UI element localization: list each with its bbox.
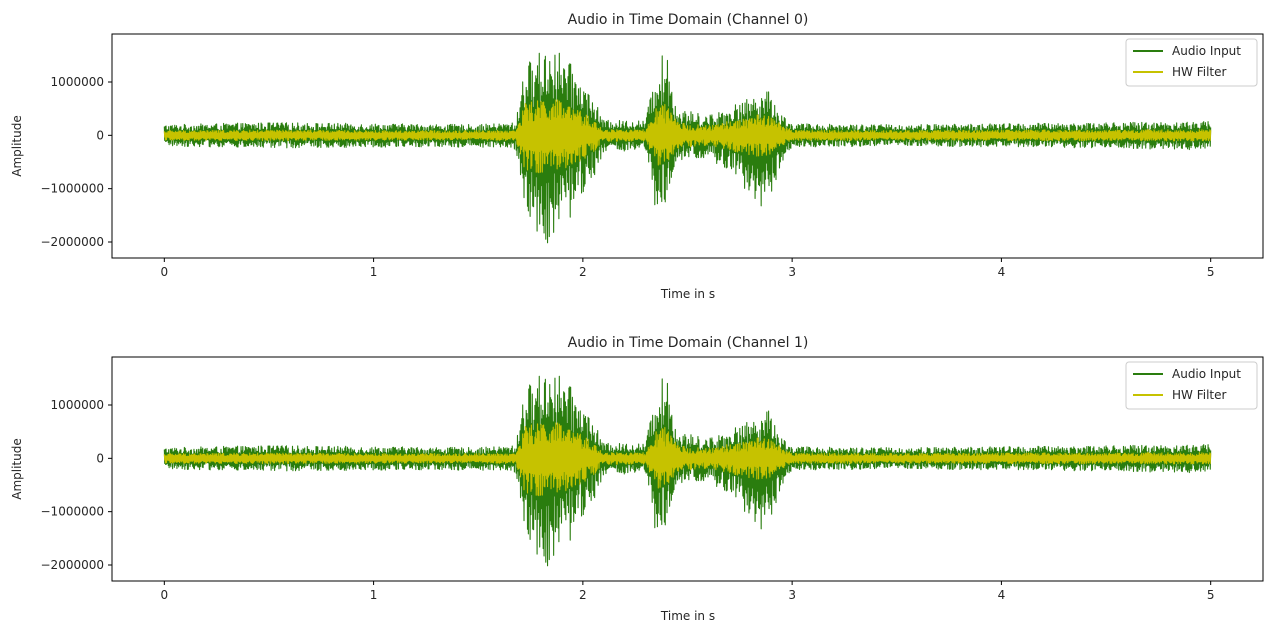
series-line-hw-filter: [163, 99, 1212, 174]
chart-title: Audio in Time Domain (Channel 1): [568, 335, 809, 351]
series-line-audio-input: [163, 375, 1212, 567]
y-tick-label: −2000000: [41, 558, 105, 572]
x-tick-label: 1: [370, 588, 378, 602]
legend: Audio Input HW Filter: [1125, 361, 1258, 410]
y-axis-label: Amplitude: [10, 438, 24, 500]
x-tick-label: 3: [788, 588, 796, 602]
x-axis-label: Time in s: [660, 609, 715, 623]
x-axis-ticks: 0 1 2 3 4 5: [160, 581, 1215, 602]
x-axis-label: Time in s: [660, 287, 715, 301]
x-tick-label: 1: [370, 265, 378, 279]
legend-label-audio-input: Audio Input: [1172, 44, 1241, 58]
x-tick-label: 2: [579, 265, 587, 279]
y-tick-label: −1000000: [41, 505, 105, 519]
y-axis-ticks: −2000000 −1000000 0 1000000: [41, 75, 112, 249]
plot-area: [163, 375, 1212, 567]
x-tick-label: 0: [160, 588, 168, 602]
y-tick-label: −2000000: [41, 235, 105, 249]
y-tick-label: 1000000: [51, 398, 104, 412]
chart-title: Audio in Time Domain (Channel 0): [568, 12, 809, 28]
axes-frame: [111, 33, 1264, 259]
x-tick-label: 5: [1207, 588, 1215, 602]
y-axis-ticks: −2000000 −1000000 0 1000000: [41, 398, 112, 572]
legend-label-audio-input: Audio Input: [1172, 367, 1241, 381]
y-tick-label: −1000000: [41, 182, 105, 196]
y-tick-label: 0: [96, 128, 104, 142]
legend-label-hw-filter: HW Filter: [1172, 65, 1226, 79]
x-tick-label: 5: [1207, 265, 1215, 279]
legend-label-hw-filter: HW Filter: [1172, 388, 1226, 402]
y-axis-label: Amplitude: [10, 115, 24, 177]
x-tick-label: 4: [998, 265, 1006, 279]
series-line-audio-input: [163, 52, 1212, 244]
y-tick-label: 1000000: [51, 75, 104, 89]
x-axis-ticks: 0 1 2 3 4 5: [160, 258, 1215, 279]
x-tick-label: 3: [788, 265, 796, 279]
series-line-hw-filter: [163, 422, 1212, 497]
y-tick-label: 0: [96, 451, 104, 465]
axes-frame: [111, 356, 1264, 582]
x-tick-label: 4: [998, 588, 1006, 602]
legend: Audio Input HW Filter: [1125, 38, 1258, 87]
x-tick-label: 2: [579, 588, 587, 602]
plot-area: [163, 52, 1212, 244]
x-tick-label: 0: [160, 265, 168, 279]
